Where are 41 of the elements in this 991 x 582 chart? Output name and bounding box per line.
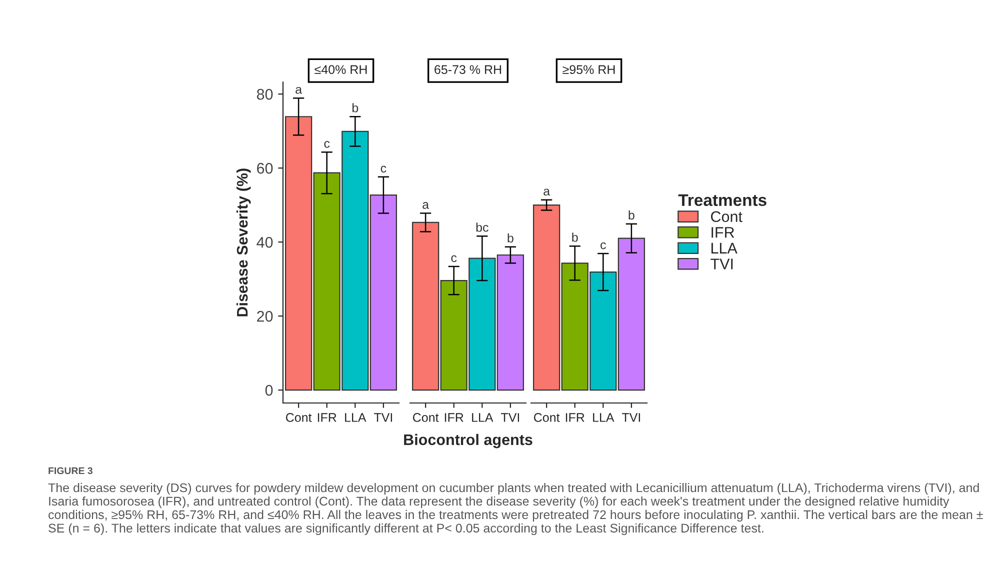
annotation: a [422,202,430,209]
annotation: c [324,140,330,148]
annotation: b [352,103,358,112]
annotation: c [451,255,457,262]
annotation: a [296,86,302,94]
x-tick-label: TVI [374,413,392,422]
x-tick-label: IFR [566,413,584,422]
x-tick-label: TVI [622,413,640,422]
y-tick-label: 60 [257,162,273,174]
chart-title: ≤40% RH [314,65,367,74]
x-tick-label: TVI [501,413,520,422]
x-tick-label: Cont [412,413,439,422]
annotation: c [600,242,606,250]
y-axis-title: Disease Severity (%) [236,168,251,316]
x-tick-label: IFR [318,413,336,422]
y-tick-label: 0 [265,384,273,396]
y-tick-label: 40 [256,236,273,248]
annotation: a [544,188,550,196]
x-axis-title: Biocontrol agents [404,434,532,448]
chart-title: 65-73 % RH [434,65,502,74]
annotation: c [380,166,386,173]
caption: FIGURE 3 [48,467,92,474]
y-tick-label: 20 [257,310,273,322]
legend-label: IFR [712,227,734,238]
x-tick-label: IFR [444,413,464,422]
x-tick-label: LLA [472,413,494,422]
annotation: bc [476,222,488,232]
legend-title: Treatments [678,194,766,206]
text: The disease severity (DS) curves for powdery mildew development on cucumber plants when treated with Lecanicillium attenuatum (LLA), Trichoderma virens (TVI), and Isaria fumosorosea (IFR), and untreated control (Cont). The data represent the disease severity (%) for each week's treatment under the designed relative humidity conditions, ≥95% RH, 65-73% RH, and ≤40% RH. All the leaves in the treatments were pretreated 72 hours before inoculating P. xanthii. The vertical bars are the mean ± SE (n = 6). The letters indicate that values are significantly different at P< 0.05 according to the Least Significance Difference test. [48,483,983,536]
legend-label: Cont [711,211,742,222]
x-tick-label: Cont [534,413,560,422]
x-tick-label: LLA [345,413,366,422]
legend-label: TVI [710,258,733,270]
annotation: b [572,232,578,242]
annotation: b [628,210,634,220]
x-tick-label: Cont [286,413,312,422]
x-tick-label: LLA [593,413,614,422]
annotation: b [508,233,514,243]
legend-label: LLA [711,242,738,254]
y-tick-label: 80 [256,88,273,100]
chart-title: ≥95% RH [562,65,615,74]
